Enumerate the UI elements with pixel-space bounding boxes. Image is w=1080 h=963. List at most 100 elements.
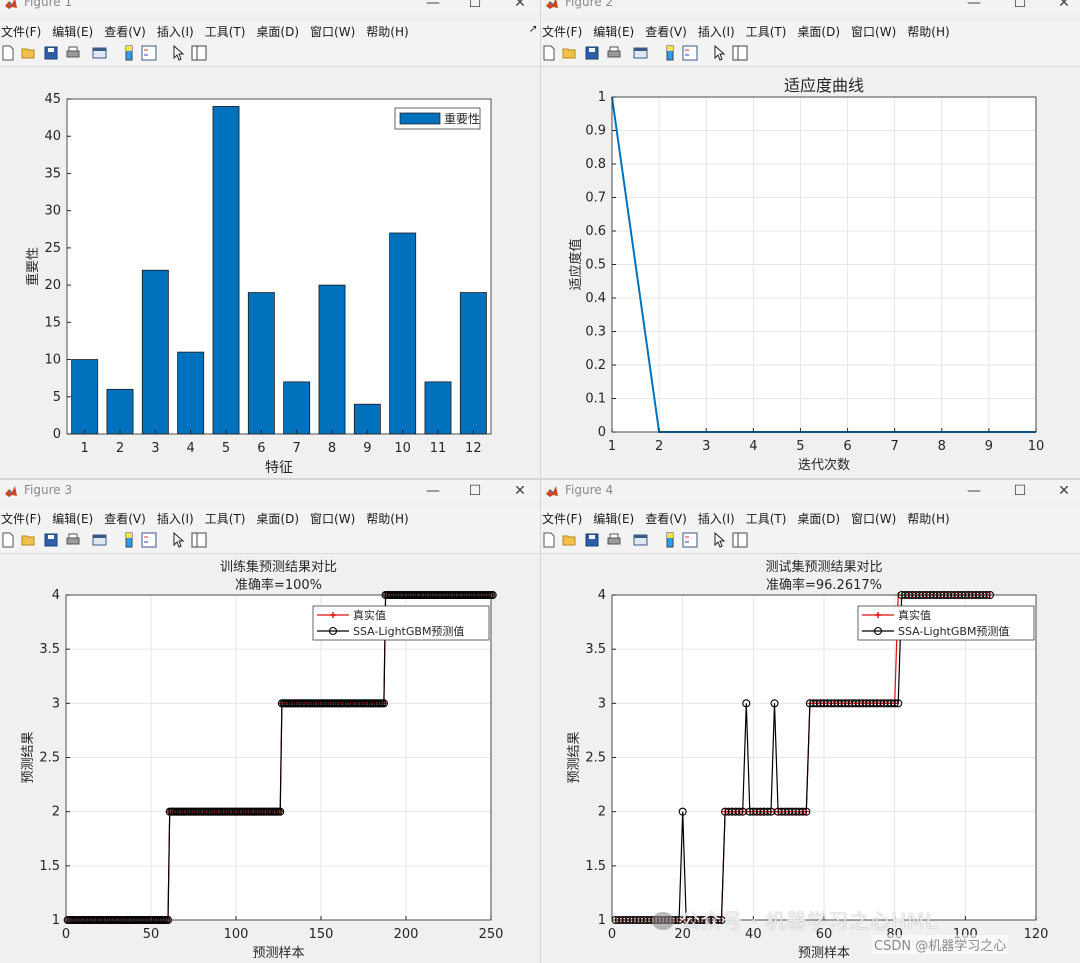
bar[interactable] bbox=[71, 359, 99, 435]
pointer-icon[interactable] bbox=[170, 45, 186, 61]
maximize-button[interactable]: ☐ bbox=[1013, 483, 1027, 499]
maximize-button[interactable]: ☐ bbox=[468, 483, 482, 499]
maximize-button[interactable]: ☐ bbox=[468, 0, 482, 11]
minimize-button[interactable]: — bbox=[426, 483, 440, 499]
pointer-icon[interactable] bbox=[711, 532, 727, 548]
print-icon[interactable] bbox=[65, 532, 81, 548]
menu-item[interactable]: 帮助(H) bbox=[907, 512, 950, 526]
title-bar[interactable]: Figure 3 — ☐ ✕ bbox=[0, 480, 540, 502]
legend[interactable]: 真实值 SSA-LightGBM预测值 bbox=[857, 605, 1035, 641]
menu-item[interactable]: 编辑(E) bbox=[52, 512, 94, 526]
link-plot-icon[interactable] bbox=[92, 45, 108, 61]
colorbar-icon[interactable] bbox=[121, 532, 137, 548]
menu-item[interactable]: 窗口(W) bbox=[310, 25, 356, 39]
menu-item[interactable]: 桌面(D) bbox=[797, 25, 841, 39]
colorbar-icon[interactable] bbox=[662, 532, 678, 548]
menu-item[interactable]: 桌面(D) bbox=[797, 512, 841, 526]
link-plot-icon[interactable] bbox=[92, 532, 108, 548]
title-bar[interactable]: Figure 2 — ☐ ✕ bbox=[541, 0, 1080, 14]
pointer-icon[interactable] bbox=[170, 532, 186, 548]
property-inspector-icon[interactable] bbox=[191, 45, 207, 61]
save-icon[interactable] bbox=[584, 45, 600, 61]
bar[interactable] bbox=[247, 292, 275, 435]
close-button[interactable]: ✕ bbox=[1058, 0, 1070, 11]
legend-icon[interactable] bbox=[682, 532, 698, 548]
menu-item[interactable]: 插入(I) bbox=[697, 512, 735, 526]
menu-item[interactable]: 工具(T) bbox=[745, 512, 787, 526]
save-icon[interactable] bbox=[584, 532, 600, 548]
figure-window-4[interactable]: Figure 4 — ☐ ✕ 文件(F) 编辑(E) 查看(V) 插入(I) 工具(T)… bbox=[541, 480, 1080, 963]
menu-item[interactable]: 插入(I) bbox=[697, 25, 735, 39]
figure-window-3[interactable]: Figure 3 — ☐ ✕ 文件(F) 编辑(E) 查看(V) 插入(I) 工具(T)… bbox=[0, 480, 540, 963]
menu-item[interactable]: 帮助(H) bbox=[907, 25, 950, 39]
legend[interactable]: 重要性 bbox=[394, 107, 481, 130]
menu-item[interactable]: 工具(T) bbox=[745, 25, 787, 39]
menu-item[interactable]: 桌面(D) bbox=[256, 25, 300, 39]
bar[interactable] bbox=[318, 284, 346, 435]
property-inspector-icon[interactable] bbox=[191, 532, 207, 548]
open-folder-icon[interactable] bbox=[562, 45, 578, 61]
new-figure-icon[interactable] bbox=[541, 532, 557, 548]
save-icon[interactable] bbox=[43, 45, 59, 61]
bar[interactable] bbox=[141, 269, 169, 435]
property-inspector-icon[interactable] bbox=[732, 45, 748, 61]
menu-item[interactable]: 窗口(W) bbox=[851, 25, 897, 39]
print-icon[interactable] bbox=[65, 45, 81, 61]
open-folder-icon[interactable] bbox=[562, 532, 578, 548]
menu-item[interactable]: 文件(F) bbox=[1, 25, 42, 39]
link-plot-icon[interactable] bbox=[633, 532, 649, 548]
colorbar-icon[interactable] bbox=[121, 45, 137, 61]
open-folder-icon[interactable] bbox=[21, 45, 37, 61]
open-folder-icon[interactable] bbox=[21, 532, 37, 548]
close-button[interactable]: ✕ bbox=[514, 0, 526, 11]
menu-item[interactable]: 文件(F) bbox=[1, 512, 42, 526]
bar[interactable] bbox=[459, 292, 487, 435]
print-icon[interactable] bbox=[606, 45, 622, 61]
legend-icon[interactable] bbox=[682, 45, 698, 61]
legend-icon[interactable] bbox=[141, 532, 157, 548]
minimize-button[interactable]: — bbox=[426, 0, 440, 11]
menu-item[interactable]: 工具(T) bbox=[204, 25, 246, 39]
menu-item[interactable]: 查看(V) bbox=[104, 512, 146, 526]
figure-window-2[interactable]: Figure 2 — ☐ ✕ 文件(F) 编辑(E) 查看(V) 插入(I) 工具(T)… bbox=[541, 0, 1080, 478]
bar[interactable] bbox=[212, 106, 240, 435]
menu-item[interactable]: 查看(V) bbox=[104, 25, 146, 39]
new-figure-icon[interactable] bbox=[0, 45, 16, 61]
minimize-button[interactable]: — bbox=[967, 483, 981, 499]
title-bar[interactable]: Figure 4 — ☐ ✕ bbox=[541, 480, 1080, 502]
close-button[interactable]: ✕ bbox=[514, 483, 526, 499]
plot-area[interactable]: 02040608010012011.522.533.54测试集预测结果对比准确率… bbox=[541, 554, 1080, 963]
menu-item[interactable]: 编辑(E) bbox=[52, 25, 94, 39]
menu-item[interactable]: 查看(V) bbox=[645, 25, 687, 39]
legend[interactable]: 真实值 SSA-LightGBM预测值 bbox=[312, 605, 490, 641]
colorbar-icon[interactable] bbox=[662, 45, 678, 61]
menu-arrow-icon[interactable]: ➚ bbox=[528, 22, 538, 35]
menu-item[interactable]: 文件(F) bbox=[542, 25, 583, 39]
bar[interactable] bbox=[424, 381, 452, 435]
maximize-button[interactable]: ☐ bbox=[1013, 0, 1027, 11]
pointer-icon[interactable] bbox=[711, 45, 727, 61]
print-icon[interactable] bbox=[606, 532, 622, 548]
plot-area[interactable]: 0 50 100 150 200 250 1 1.5 2 2.5 3 3.5 4 训练集预测结果对比 准确率… bbox=[0, 554, 540, 963]
bar[interactable] bbox=[106, 388, 134, 435]
property-inspector-icon[interactable] bbox=[732, 532, 748, 548]
close-button[interactable]: ✕ bbox=[1058, 483, 1070, 499]
bar[interactable] bbox=[353, 403, 381, 435]
bar[interactable] bbox=[283, 381, 311, 435]
save-icon[interactable] bbox=[43, 532, 59, 548]
new-figure-icon[interactable] bbox=[541, 45, 557, 61]
menu-item[interactable]: 工具(T) bbox=[204, 512, 246, 526]
menu-item[interactable]: 窗口(W) bbox=[310, 512, 356, 526]
plot-area[interactable]: 1 2 3 4 5 6 7 8 9 10 11 12 0 5 10 15 20 25 30 35 40 45 特征 重要性 重要… bbox=[0, 67, 540, 478]
menu-item[interactable]: 编辑(E) bbox=[593, 512, 635, 526]
minimize-button[interactable]: — bbox=[967, 0, 981, 11]
menu-item[interactable]: 插入(I) bbox=[156, 512, 194, 526]
menu-item[interactable]: 桌面(D) bbox=[256, 512, 300, 526]
menu-item[interactable]: 编辑(E) bbox=[593, 25, 635, 39]
bar[interactable] bbox=[389, 232, 417, 435]
legend-icon[interactable] bbox=[141, 45, 157, 61]
menu-item[interactable]: 帮助(H) bbox=[366, 512, 409, 526]
menu-item[interactable]: 插入(I) bbox=[156, 25, 194, 39]
menu-item[interactable]: 文件(F) bbox=[542, 512, 583, 526]
bar[interactable] bbox=[177, 351, 205, 435]
